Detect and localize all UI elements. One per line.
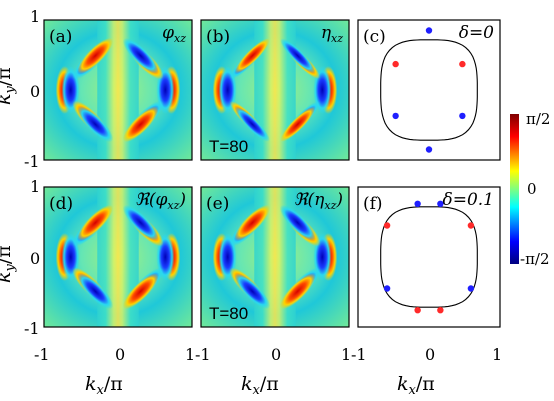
heatmap-lobe — [77, 37, 114, 74]
y-tick-neg1-bottom: -1 — [24, 319, 40, 338]
y-ticks-top: 1 0 -1 — [24, 7, 40, 171]
node-point-red — [459, 60, 466, 68]
heatmap-lobe — [234, 106, 270, 142]
heatmap-panel-e — [200, 186, 350, 328]
heatmap-panel-a — [43, 19, 193, 161]
heatmap-lobe — [122, 37, 159, 74]
x-tick-1-c: 1 — [492, 345, 502, 364]
node-point-blue — [437, 200, 444, 207]
heatmap-lobe — [122, 273, 159, 310]
heatmap-panel-d — [43, 186, 193, 328]
scatter-panel-f — [357, 186, 501, 328]
heatmap-lobe — [280, 38, 316, 74]
x-tick-neg1-a: -1 — [34, 345, 50, 364]
panel-frame — [357, 19, 501, 161]
panel-title-b: ηxz — [321, 23, 343, 45]
node-point-blue — [467, 285, 475, 292]
node-point-red — [467, 222, 475, 229]
panel-frame — [357, 186, 501, 328]
heatmap-lobe — [280, 106, 316, 142]
heatmap-lobe — [279, 204, 316, 241]
y-tick-neg1-top: -1 — [24, 152, 40, 171]
fermi-surface-curve — [380, 206, 478, 308]
node-point-red — [392, 60, 399, 68]
heatmap-lobe — [234, 204, 271, 241]
node-point-red — [414, 307, 421, 314]
y-tick-1-top: 1 — [30, 7, 40, 26]
heatmap-panel-b — [200, 19, 350, 161]
panel-title-e: ℜ(ηxz) — [294, 190, 343, 212]
panel-labels: (a) φxz (b) ηxz T=80 (c) δ=0 (d) ℜ(φxz) (e) ℜ(ηxz)… — [49, 23, 494, 323]
x-tick-0-c: 0 — [425, 345, 435, 364]
heatmap-center-band — [254, 20, 296, 160]
panel-label-c: (c) — [363, 27, 386, 47]
heatmap-lobe — [77, 204, 114, 241]
y-tick-0-bottom: 0 — [30, 249, 40, 268]
x-axis-label-a: kx/π — [85, 373, 123, 398]
heatmap-lobe — [122, 204, 159, 241]
x-ticks: -1 0 1 -1 0 1 -1 0 1 — [34, 345, 502, 364]
y-ticks-bottom: 1 0 -1 — [24, 177, 40, 338]
node-point-blue — [425, 27, 433, 34]
node-point-blue — [383, 285, 391, 292]
x-tick-neg1-c: -1 — [351, 345, 367, 364]
panel-title-f: δ=0.1 — [442, 190, 494, 210]
y-tick-1-bottom: 1 — [30, 177, 40, 196]
colorbar-tick-top: π/2 — [526, 110, 550, 128]
node-point-blue — [414, 200, 421, 207]
colorbar — [510, 114, 519, 264]
x-axis-label-b: kx/π — [241, 373, 279, 398]
y-tick-0-top: 0 — [30, 82, 40, 101]
panel-label-e: (e) — [206, 194, 229, 214]
scatter-panel-c — [357, 19, 501, 161]
heatmap-lobe — [77, 273, 114, 310]
heatmap-lobe — [234, 38, 270, 74]
temperature-label-b: T=80 — [209, 137, 248, 156]
heatmap-lobe — [77, 106, 114, 143]
x-tick-0-a: 0 — [115, 345, 125, 364]
panel-label-f: (f) — [363, 194, 383, 214]
node-point-red — [383, 222, 391, 229]
panel-frame — [43, 186, 193, 328]
panel-frame — [200, 186, 350, 328]
x-tick-1-a: 1 — [185, 345, 195, 364]
heatmap-lobe — [122, 106, 159, 143]
colorbar-tick-mid: 0 — [527, 180, 537, 198]
x-tick-1-b: 1 — [341, 345, 351, 364]
node-point-red — [437, 307, 444, 314]
panel-title-c: δ=0 — [459, 23, 494, 43]
node-point-blue — [425, 146, 433, 153]
y-axis-label-top: ky/π — [0, 67, 18, 105]
x-tick-neg1-b: -1 — [195, 345, 211, 364]
fermi-surface-curve — [380, 39, 478, 141]
colorbar-tick-bottom: -π/2 — [520, 250, 550, 268]
heatmap-lobe — [279, 273, 316, 310]
temperature-label-e: T=80 — [209, 304, 248, 323]
x-tick-0-b: 0 — [271, 345, 281, 364]
panel-title-a: φxz — [162, 23, 186, 45]
panel-label-a: (a) — [49, 27, 72, 47]
panel-label-d: (d) — [49, 194, 73, 214]
panel-title-d: ℜ(φxz) — [135, 190, 186, 212]
panel-label-b: (b) — [206, 27, 230, 47]
panel-frame — [43, 19, 193, 161]
node-point-blue — [392, 112, 399, 120]
y-axis-label-bottom: ky/π — [0, 245, 18, 283]
panel-frame — [200, 19, 350, 161]
heatmap-lobe — [234, 273, 271, 310]
x-axis-label-c: kx/π — [397, 373, 435, 398]
node-point-blue — [459, 112, 466, 120]
